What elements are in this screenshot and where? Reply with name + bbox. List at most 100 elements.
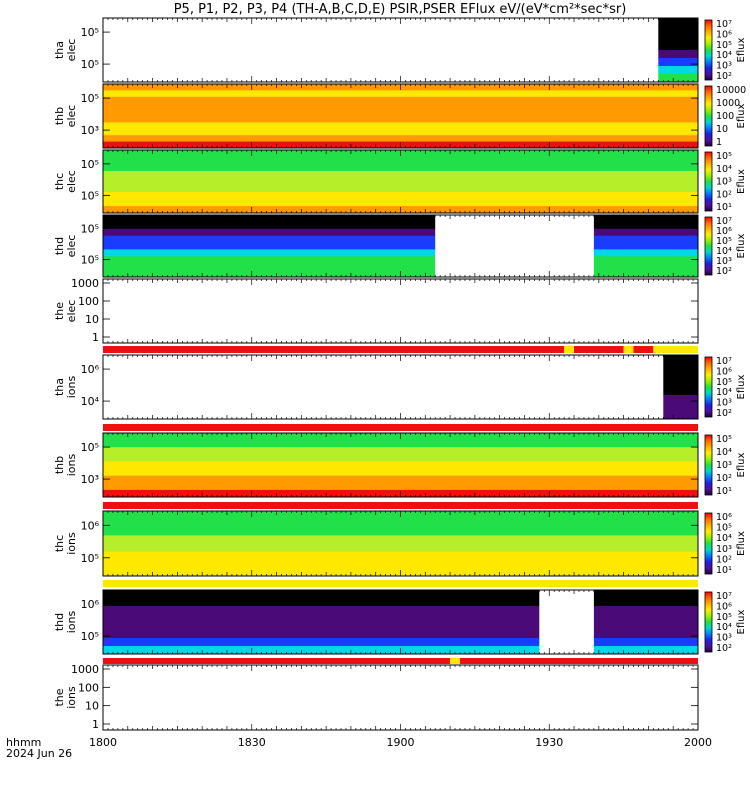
mode-bar-segment (564, 346, 574, 353)
colorbar-tick-label: 10⁴ (716, 447, 732, 458)
x-axis-label-date: 2024 Jun 26 (6, 747, 72, 760)
spectrogram-band (103, 606, 540, 615)
colorbar-tick-label: 10⁵ (716, 236, 732, 247)
panel-label-probe: thb (53, 107, 66, 125)
spectrogram-band (103, 461, 698, 469)
colorbar-tick-label: 10⁷ (716, 216, 732, 227)
spectrogram-band (593, 270, 698, 278)
colorbar-tick-label: 10² (716, 554, 732, 565)
spectrogram-band (663, 403, 698, 412)
panel-label-species: elec (65, 105, 78, 128)
colorbar-tick-label: 10⁵ (716, 151, 732, 162)
y-tick-label: 10 (85, 700, 99, 713)
spectrogram-band (663, 355, 698, 364)
spectrogram-band (103, 614, 540, 623)
colorbar-tick-label: 10³ (716, 61, 732, 72)
spectrogram-band (103, 135, 698, 143)
spectrogram-band (658, 26, 698, 35)
y-tick-label: 10⁵ (81, 441, 99, 454)
colorbar (704, 434, 713, 496)
mode-bar (103, 580, 698, 587)
spectrogram-band (103, 551, 698, 561)
colorbar-label: Eflux (736, 609, 747, 634)
mode-bar-segment (450, 658, 460, 664)
colorbar (704, 19, 713, 81)
spectrogram-band (103, 171, 698, 179)
colorbar-tick-label: 10³ (716, 256, 732, 267)
colorbar-tick-label: 10² (716, 266, 732, 277)
spectrogram-band (103, 192, 698, 200)
mode-bar-segment (574, 346, 624, 353)
spectrogram-band (103, 482, 698, 491)
colorbar-tick-label: 10⁵ (716, 40, 732, 51)
panel-label-species: ions (65, 375, 78, 398)
mode-bar-segment (103, 580, 698, 587)
spectrogram-band (103, 630, 540, 639)
colorbar-tick-label: 10⁵ (716, 377, 732, 388)
colorbar-tick-label: 10⁷ (716, 591, 732, 602)
spectrogram-band (593, 242, 698, 250)
chart-title: P5, P1, P2, P3, P4 (TH-A,B,C,D,E) PSIR,P… (174, 2, 627, 17)
spectrogram-band (103, 543, 698, 553)
y-tick-label: 10⁶ (81, 598, 100, 611)
x-tick-label: 1930 (535, 736, 563, 749)
panel-frame (102, 278, 699, 344)
spectrogram-band (593, 249, 698, 257)
spectrogram-band (103, 185, 698, 193)
spectrogram-band (103, 475, 698, 484)
spectrogram-band (663, 387, 698, 396)
spectrogram-band (103, 598, 540, 607)
panel-label-species: elec (65, 300, 78, 323)
y-tick-label: 1000 (71, 663, 99, 676)
spectrogram-band (658, 74, 698, 83)
panel-thb-elec: 10000 1000 100 10 1 Eflux 10⁵ 10³ thb elec (53, 83, 747, 149)
spectrogram-band (658, 58, 698, 67)
colorbar-tick-label: 10⁶ (716, 512, 732, 523)
spectrogram-band (593, 606, 698, 615)
x-axis-ticks: 1800 1830 1900 1930 2000 (89, 736, 712, 749)
mode-bar-segment (633, 346, 654, 353)
panel-the-ions: 1000 100 10 1 the ions (53, 663, 699, 731)
mode-bar-segment (103, 424, 698, 431)
panel-label-species: ions (65, 686, 78, 709)
panel-label-probe: tha (53, 378, 66, 396)
spectrogram-band (658, 42, 698, 51)
y-tick-label: 10⁵ (81, 223, 99, 236)
colorbar-tick-label: 10⁵ (716, 612, 732, 623)
spectrogram-band (103, 447, 698, 455)
colorbar (704, 85, 713, 147)
spectrogram-band (103, 96, 698, 104)
y-tick-label: 10⁵ (81, 158, 99, 171)
spectrogram-band (103, 90, 698, 98)
spectrogram-band (103, 440, 698, 448)
colorbar-tick-label: 10³ (716, 633, 732, 644)
spectrogram-band (103, 164, 698, 172)
colorbar-tick-label: 10² (716, 189, 732, 200)
y-tick-label: 10⁶ (81, 519, 100, 532)
spectrogram-band (658, 50, 698, 59)
spectrogram-band (593, 215, 698, 223)
spectrogram-band (103, 249, 436, 257)
mode-bar (103, 658, 698, 664)
mode-bar (103, 424, 698, 431)
spectrogram-band (593, 598, 698, 607)
spectrogram-band (103, 559, 698, 569)
colorbar-tick-label: 10³ (716, 460, 732, 471)
spectrogram-band (593, 646, 698, 655)
spectrogram-band (103, 638, 540, 647)
spectrogram-band (658, 18, 698, 27)
colorbar-tick-label: 10³ (716, 177, 732, 188)
colorbar-label: Eflux (736, 452, 747, 477)
spectrogram-band (103, 468, 698, 477)
mode-bar-segment (103, 346, 565, 353)
colorbar-label: Eflux (736, 531, 747, 556)
spectrogram-band (593, 590, 698, 599)
colorbar-tick-label: 10¹ (716, 202, 732, 213)
panel-label-probe: thc (53, 173, 66, 190)
spectrogram-band (103, 235, 436, 244)
spectrogram-band (103, 157, 698, 165)
colorbar-tick-label: 10⁴ (716, 533, 732, 544)
colorbar-tick-label: 10⁶ (716, 366, 732, 377)
